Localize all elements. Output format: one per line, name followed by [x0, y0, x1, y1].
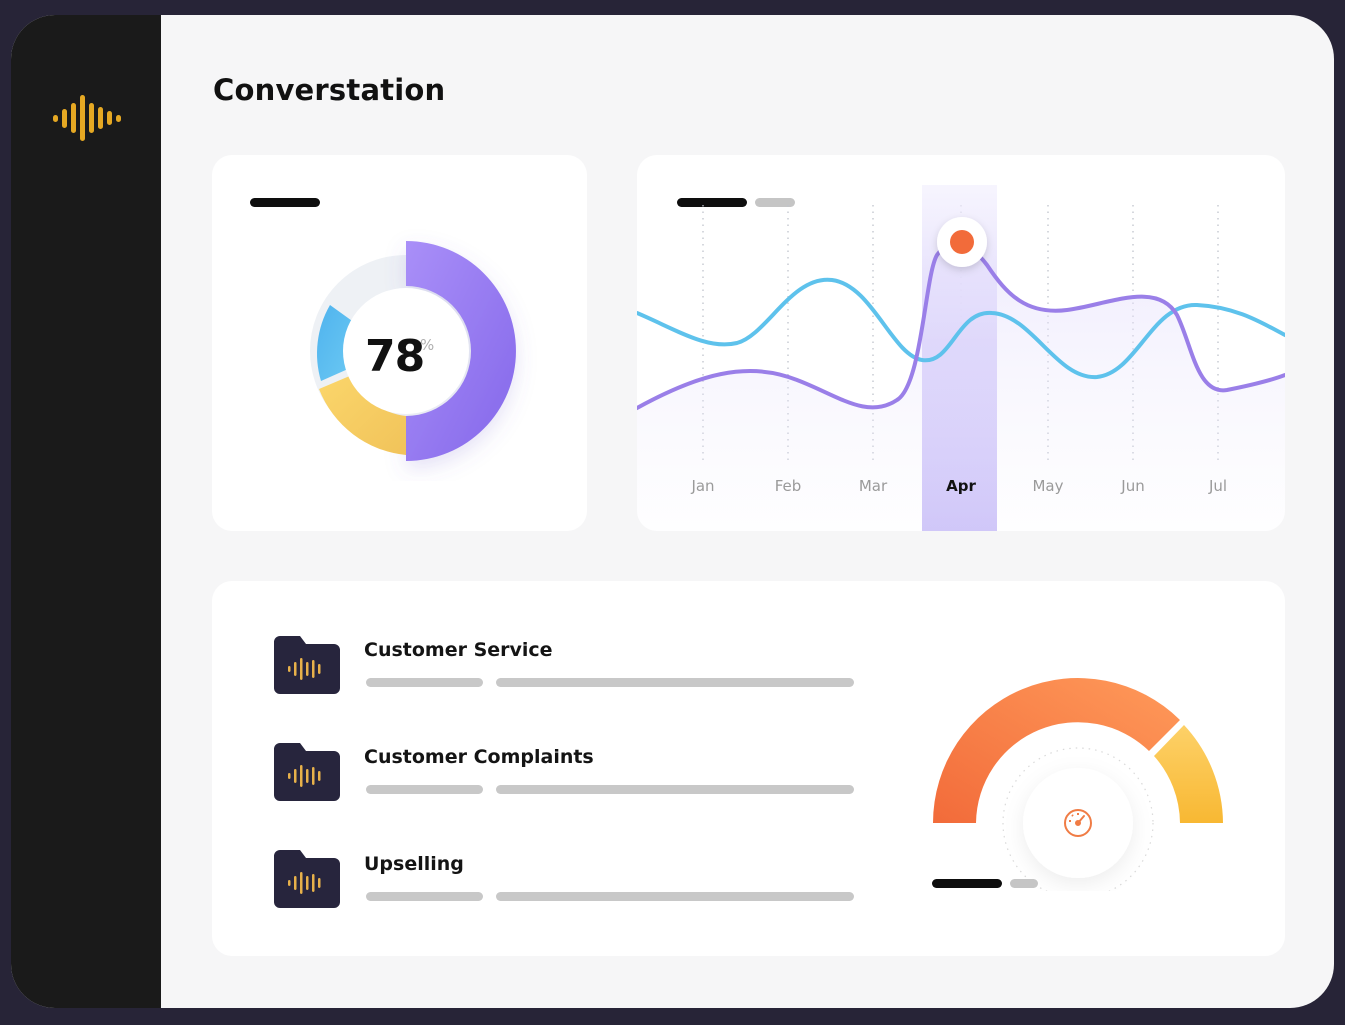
donut-value: 78 [365, 331, 425, 382]
progress-placeholder-short [366, 785, 483, 794]
categories-card: Customer Service Customer Complaints Upsel… [212, 581, 1285, 956]
legend-placeholder-light [755, 198, 795, 207]
x-axis-label-feb: Feb [774, 477, 802, 495]
category-label: Upselling [364, 853, 464, 875]
trend-line-chart [637, 185, 1285, 531]
progress-placeholder-long [496, 785, 854, 794]
app-window: Converstation [11, 15, 1334, 1008]
progress-placeholder-short [366, 678, 483, 687]
audio-folder-icon [274, 636, 340, 694]
progress-placeholder-long [496, 892, 854, 901]
donut-unit: % [420, 336, 435, 354]
legend-placeholder-dark [677, 198, 747, 207]
card-title-placeholder [250, 198, 320, 207]
x-axis-label-apr: Apr [946, 477, 976, 495]
x-axis-label-may: May [1032, 477, 1064, 495]
audio-folder-icon [274, 743, 340, 801]
audio-folder-icon [274, 850, 340, 908]
page-title: Converstation [213, 73, 446, 107]
category-item[interactable]: Upselling [274, 850, 874, 920]
donut-segment-yellow [319, 375, 406, 455]
progress-placeholder-long [496, 678, 854, 687]
gauge-caption-placeholder-light [1010, 879, 1038, 888]
gauge-caption-placeholder-dark [932, 879, 1002, 888]
x-axis-label-mar: Mar [858, 477, 888, 495]
x-axis-label-jul: Jul [1208, 477, 1228, 495]
donut-segment-purple [406, 241, 516, 461]
trend-chart-card: Jan Feb Mar Apr May Jun Jul [637, 155, 1285, 531]
gauge-chart [933, 678, 1223, 891]
category-item[interactable]: Customer Service [274, 636, 874, 706]
category-label: Customer Complaints [364, 746, 594, 768]
purple-area-fill [637, 244, 1285, 531]
donut-chart [310, 241, 516, 461]
sidebar [11, 15, 161, 1008]
x-axis-label-jun: Jun [1121, 477, 1145, 495]
speedometer-icon [1064, 809, 1092, 837]
category-label: Customer Service [364, 639, 553, 661]
gauge-segment-yellow [1154, 725, 1223, 823]
gauge-segment-orange [933, 678, 1180, 823]
sound-wave-logo-icon[interactable] [53, 95, 127, 141]
series-line-blue [637, 277, 1285, 380]
active-point-marker [950, 230, 974, 254]
category-item[interactable]: Customer Complaints [274, 743, 874, 813]
x-axis-label-jan: Jan [691, 477, 715, 495]
progress-placeholder-short [366, 892, 483, 901]
donut-card: 78 % [212, 155, 587, 531]
